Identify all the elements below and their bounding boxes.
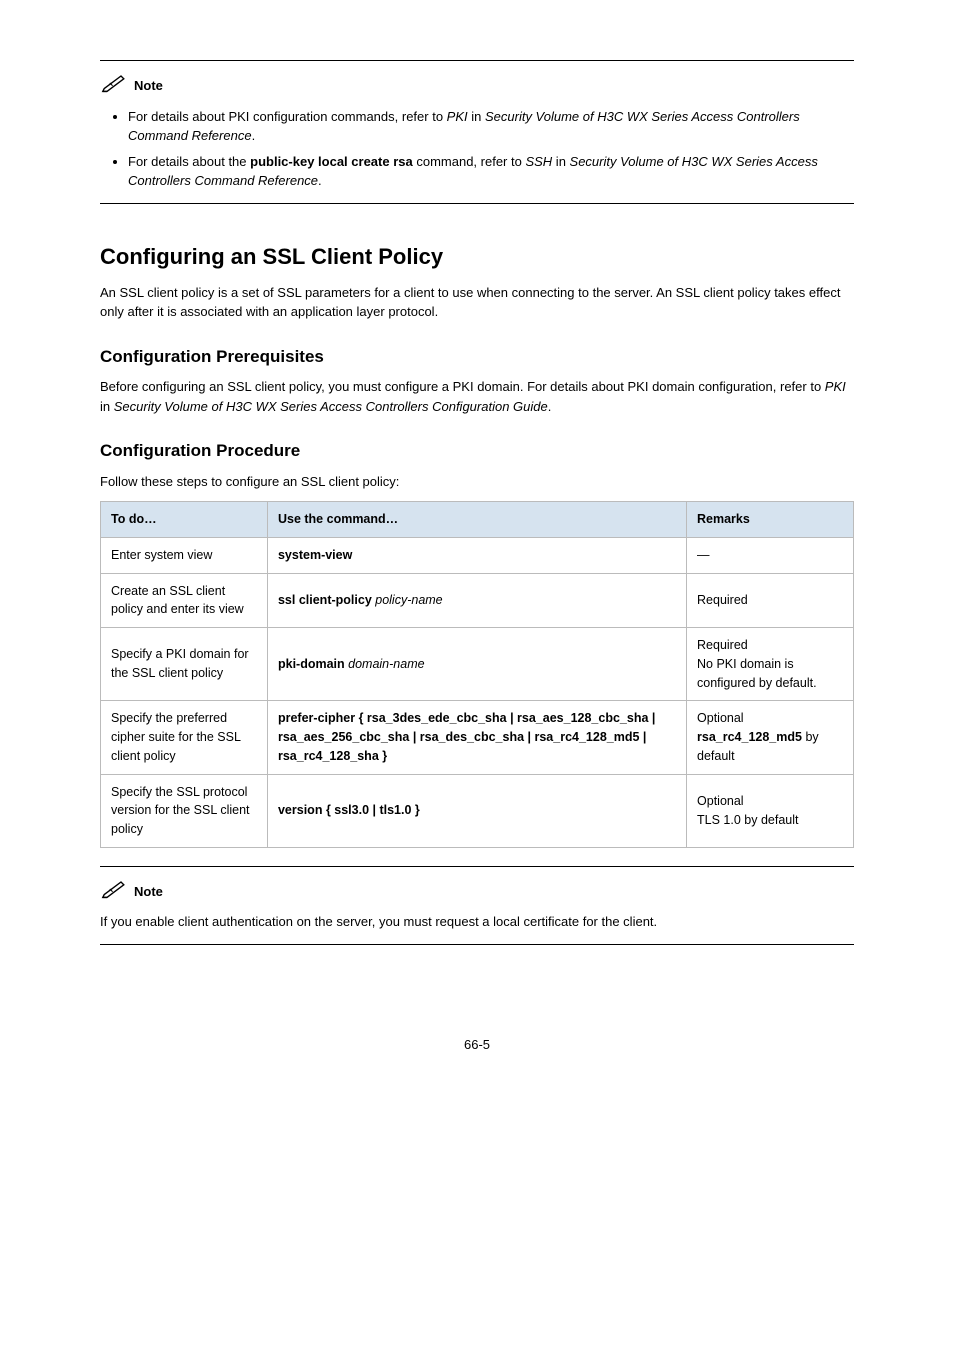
note2-bottom-rule xyxy=(100,944,854,945)
col-remarks: Remarks xyxy=(687,502,854,538)
note1-label: Note xyxy=(134,76,163,96)
table-row: Specify the preferred cipher suite for t… xyxy=(101,701,854,774)
table-row: Specify the SSL protocol version for the… xyxy=(101,774,854,847)
cell-remarks: Required xyxy=(687,573,854,628)
table-header-row: To do… Use the command… Remarks xyxy=(101,502,854,538)
note2-text: If you enable client authentication on t… xyxy=(100,912,854,932)
cell-cmd: pki-domain domain-name xyxy=(267,628,686,701)
note1-bullet-2: For details about the public-key local c… xyxy=(128,152,854,191)
note1-bullet-1: For details about PKI configuration comm… xyxy=(128,107,854,146)
cell-todo: Specify the SSL protocol version for the… xyxy=(101,774,268,847)
cell-cmd: version { ssl3.0 | tls1.0 } xyxy=(267,774,686,847)
cell-todo: Create an SSL client policy and enter it… xyxy=(101,573,268,628)
cell-remarks: Optional rsa_rc4_128_md5 by default xyxy=(687,701,854,774)
cell-todo: Specify a PKI domain for the SSL client … xyxy=(101,628,268,701)
col-todo: To do… xyxy=(101,502,268,538)
note2-block: Note If you enable client authentication… xyxy=(100,879,854,932)
prereq-heading: Configuration Prerequisites xyxy=(100,344,854,370)
prereq-paragraph: Before configuring an SSL client policy,… xyxy=(100,377,854,416)
procedure-heading: Configuration Procedure xyxy=(100,438,854,464)
cell-remarks: Required No PKI domain is configured by … xyxy=(687,628,854,701)
table-row: Create an SSL client policy and enter it… xyxy=(101,573,854,628)
cell-todo: Enter system view xyxy=(101,537,268,573)
table-intro: Follow these steps to configure an SSL c… xyxy=(100,472,854,492)
cell-cmd: system-view xyxy=(267,537,686,573)
section-heading: Configuring an SSL Client Policy xyxy=(100,240,854,273)
cell-cmd: prefer-cipher { rsa_3des_ede_cbc_sha | r… xyxy=(267,701,686,774)
note-icon xyxy=(100,879,128,905)
note1-top-rule xyxy=(100,60,854,61)
note2-label: Note xyxy=(134,882,163,902)
cell-cmd: ssl client-policy policy-name xyxy=(267,573,686,628)
note1-block: Note For details about PKI configuration… xyxy=(100,73,854,191)
page-number: 66-5 xyxy=(100,1035,854,1055)
intro-paragraph: An SSL client policy is a set of SSL par… xyxy=(100,283,854,322)
cell-todo: Specify the preferred cipher suite for t… xyxy=(101,701,268,774)
table-row: Specify a PKI domain for the SSL client … xyxy=(101,628,854,701)
note2-header: Note xyxy=(100,879,854,905)
note2-top-rule xyxy=(100,866,854,867)
col-command: Use the command… xyxy=(267,502,686,538)
table-row: Enter system view system-view — xyxy=(101,537,854,573)
cell-remarks: Optional TLS 1.0 by default xyxy=(687,774,854,847)
note-icon xyxy=(100,73,128,99)
note1-bottom-rule xyxy=(100,203,854,204)
note1-header: Note xyxy=(100,73,854,99)
cell-remarks: — xyxy=(687,537,854,573)
note1-bullets: For details about PKI configuration comm… xyxy=(100,107,854,191)
config-table: To do… Use the command… Remarks Enter sy… xyxy=(100,501,854,848)
